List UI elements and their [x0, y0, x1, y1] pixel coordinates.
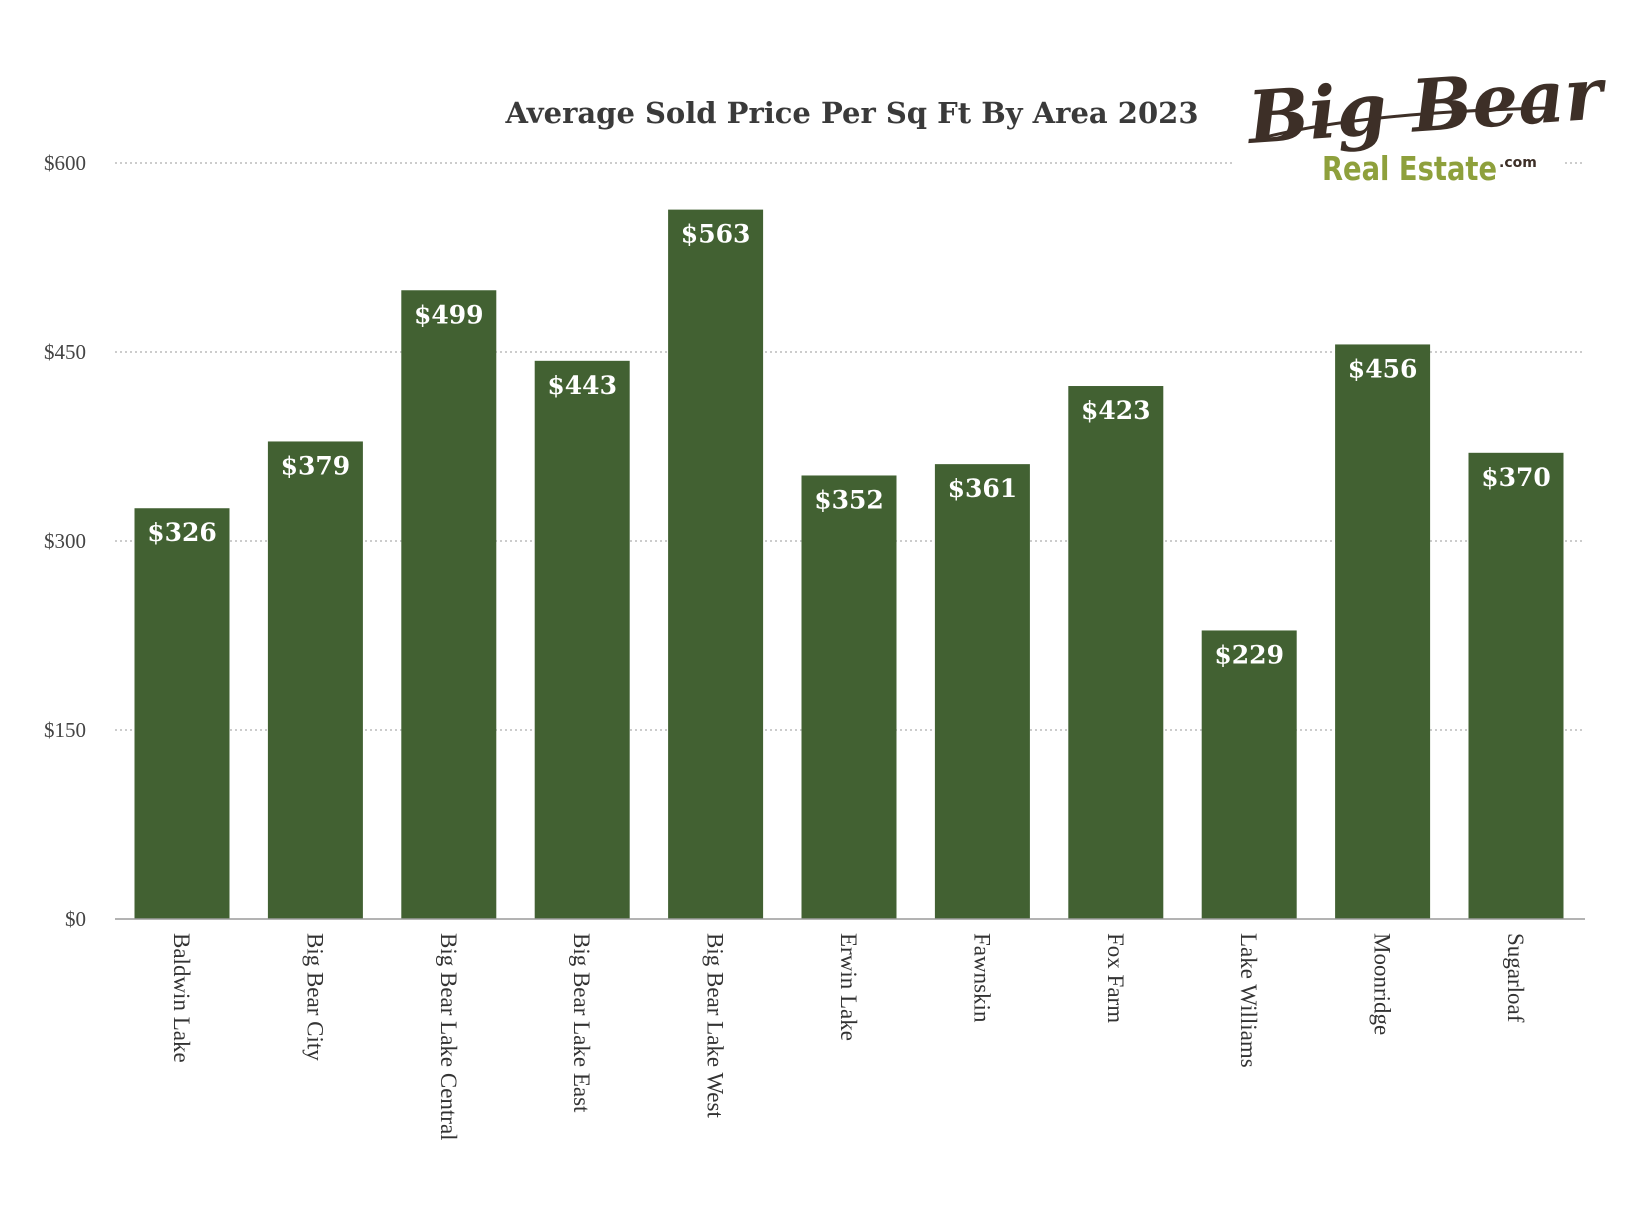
bars — [134, 209, 1564, 919]
data-label: $326 — [147, 518, 217, 547]
bar — [1068, 386, 1164, 919]
data-label: $229 — [1214, 640, 1284, 669]
x-tick-label: Big Bear Lake Central — [436, 933, 461, 1141]
bar — [534, 360, 630, 919]
bar — [934, 464, 1030, 919]
x-tick-label: Fox Farm — [1103, 933, 1128, 1023]
y-axis-ticks: $0 $150 $300 $450 $600 — [44, 151, 86, 931]
x-axis-ticks: Baldwin Lake Big Bear City Big Bear Lake C… — [169, 933, 1528, 1141]
data-labels: $326 $379 $499 $443 $563 $352 $361 $423 $229 $456… — [147, 220, 1551, 670]
data-label: $456 — [1348, 354, 1418, 383]
data-label: $370 — [1481, 463, 1551, 492]
bar — [401, 290, 497, 919]
data-label: $563 — [681, 220, 751, 249]
y-tick-label: $600 — [44, 151, 86, 175]
data-label: $361 — [948, 474, 1018, 503]
x-tick-label: Sugarloaf — [1503, 933, 1528, 1023]
x-tick-label: Big Bear Lake East — [569, 933, 594, 1113]
bar — [1468, 452, 1564, 919]
chart-title: Average Sold Price Per Sq Ft By Area 202… — [504, 96, 1198, 130]
logo-sub-text: Real Estate — [1322, 149, 1497, 188]
bar — [1201, 630, 1297, 919]
x-tick-label: Big Bear Lake West — [703, 933, 728, 1118]
bar — [668, 209, 764, 919]
data-label: $443 — [547, 371, 617, 400]
x-tick-label: Fawnskin — [969, 933, 994, 1023]
y-tick-label: $0 — [65, 907, 86, 931]
x-tick-label: Erwin Lake — [836, 933, 861, 1041]
x-tick-label: Lake Williams — [1236, 933, 1261, 1068]
logo-swash — [1257, 106, 1551, 141]
data-label: $499 — [414, 300, 484, 329]
y-tick-label: $450 — [44, 340, 86, 364]
bar — [267, 441, 363, 919]
y-tick-label: $150 — [44, 718, 86, 742]
data-label: $352 — [814, 485, 884, 514]
y-tick-label: $300 — [44, 529, 86, 553]
big-bear-real-estate-logo: Big Bear Real Estate .com — [1232, 50, 1610, 195]
data-label: $379 — [281, 451, 351, 480]
x-tick-label: Big Bear City — [302, 933, 327, 1061]
logo-backdrop — [1232, 85, 1562, 195]
x-tick-label: Moonridge — [1370, 933, 1395, 1035]
bar — [1335, 344, 1431, 919]
bar — [134, 508, 230, 919]
bar — [801, 475, 897, 919]
data-label: $423 — [1081, 396, 1151, 425]
x-tick-label: Baldwin Lake — [169, 933, 194, 1063]
logo-suffix: .com — [1499, 155, 1537, 171]
